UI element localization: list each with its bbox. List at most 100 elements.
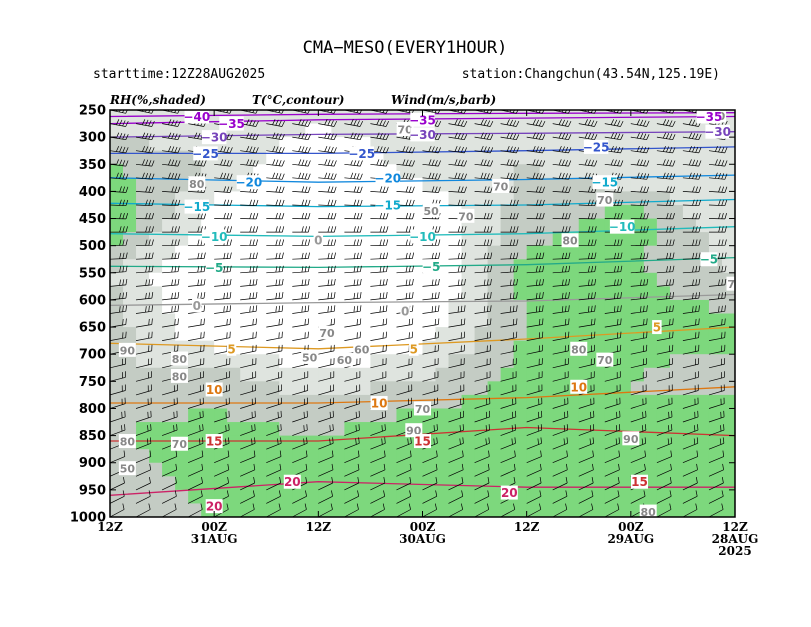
rh-cell (123, 313, 137, 328)
rh-cell (656, 177, 671, 192)
rh-cell (708, 286, 723, 301)
contour-label-bg (349, 146, 374, 161)
rh-cell (565, 489, 580, 505)
wind-barb (682, 371, 699, 382)
rh-cell (110, 449, 124, 464)
rh-cell (175, 286, 189, 301)
contour-label-bg (609, 219, 635, 234)
rh-cell (357, 408, 372, 423)
contour-label-bg (188, 176, 206, 191)
wind-barb (474, 437, 490, 450)
rh-cell (279, 150, 293, 165)
wind-barb (344, 226, 363, 233)
rh-cell (162, 177, 176, 192)
contour-label: −35 (696, 110, 723, 124)
rh-cell (643, 340, 658, 355)
wind-barb (630, 226, 649, 233)
wind-barb (604, 119, 624, 127)
rh-cell (253, 245, 267, 260)
wind-barb (474, 371, 491, 382)
rh-cell (383, 367, 398, 382)
wind-barb (344, 424, 360, 436)
rh-cell (292, 449, 306, 464)
wind-barb (135, 503, 151, 517)
rh-cell (110, 150, 124, 165)
rh-cell (227, 191, 241, 206)
rh-cell (526, 340, 541, 355)
rh-cell (565, 435, 580, 450)
wind-barb (552, 463, 568, 477)
rh-cell (344, 327, 358, 342)
rh-cell (448, 449, 463, 464)
wind-barb (135, 239, 154, 247)
rh-cell (318, 503, 332, 517)
wind-barb (474, 318, 492, 328)
wind-barb (708, 410, 725, 423)
rh-cell (318, 394, 332, 410)
rh-cell (513, 218, 528, 233)
wind-barb (526, 159, 546, 167)
rh-cell (630, 340, 645, 355)
wind-barb (110, 410, 126, 423)
wind-barb (110, 358, 127, 369)
contour-label-bg (410, 229, 435, 244)
wind-barb (630, 437, 647, 450)
wind-barb (708, 292, 727, 301)
wind-barb (578, 318, 596, 328)
rh-cell (162, 381, 176, 396)
wind-barb (240, 252, 258, 260)
wind-barb (500, 119, 520, 127)
rh-cell (331, 164, 345, 179)
rh-cell (240, 137, 254, 152)
wind-barb (214, 371, 231, 382)
rh-cell (630, 354, 645, 369)
wind-barb (630, 119, 650, 127)
rh-cell (318, 110, 332, 125)
wind-barb (474, 450, 490, 464)
rh-cell (292, 150, 306, 165)
wind-barb (578, 358, 595, 369)
rh-cell (474, 164, 489, 179)
rh-cell (721, 435, 735, 450)
rh-cell (539, 245, 554, 260)
rh-cell (643, 150, 658, 165)
rh-cell (643, 123, 658, 138)
wind-barb (448, 132, 468, 141)
rh-cell (253, 422, 267, 437)
wind-barb (110, 292, 128, 301)
wind-barb (682, 397, 699, 409)
rh-cell (721, 299, 735, 315)
rh-cell (435, 137, 450, 152)
wind-barb (214, 410, 230, 423)
wind-barb (526, 477, 542, 491)
rh-cell (435, 299, 450, 315)
rh-cell (162, 299, 176, 315)
temperature-contour (110, 481, 735, 496)
rh-cell (695, 232, 710, 247)
rh-cell (643, 177, 658, 192)
rh-cell (435, 110, 450, 125)
rh-cell (461, 340, 476, 355)
wind-barb (734, 340, 735, 341)
wind-barb (422, 503, 437, 517)
rh-cell (409, 177, 424, 192)
wind-barb (630, 331, 648, 341)
contour-label-bg (201, 130, 227, 145)
wind-barb (344, 463, 360, 477)
rh-cell (318, 218, 332, 233)
rh-cell (123, 150, 137, 165)
wind-barb (604, 331, 622, 341)
wind-barb (474, 424, 490, 436)
wind-barb (135, 410, 152, 423)
wind-barb (474, 344, 491, 355)
rh-cell (526, 177, 541, 192)
rh-cell (695, 164, 710, 179)
contour-label-bg (652, 320, 662, 335)
wind-barb (422, 477, 438, 491)
rh-cell (396, 354, 411, 369)
wind-barb (734, 394, 735, 395)
rh-cell (279, 313, 293, 328)
rh-cell (474, 286, 489, 301)
wind-barb (682, 477, 698, 491)
